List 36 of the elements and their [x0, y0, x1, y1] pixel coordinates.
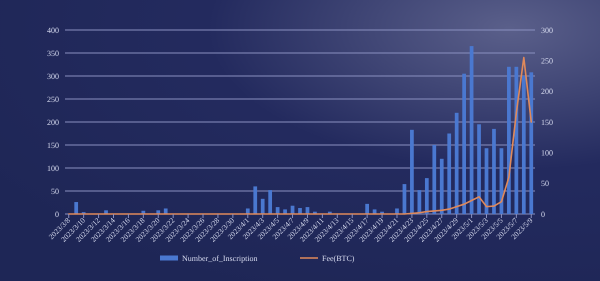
line-series: [68, 56, 532, 215]
bar: [253, 186, 258, 214]
y-tick-label: 100: [47, 164, 59, 173]
bar: [507, 66, 511, 214]
y-tick-label: 300: [47, 72, 59, 81]
bar: [454, 112, 459, 214]
y2-tick-label: 0: [541, 210, 545, 219]
y2-tick-label: 50: [541, 179, 549, 188]
y2-tick-label: 200: [541, 87, 553, 96]
bar: [432, 145, 436, 214]
bar: [424, 178, 429, 214]
legend-label: Number_of_Inscription: [182, 254, 258, 263]
legend-label: Fee(BTC): [322, 254, 355, 263]
bar: [402, 184, 406, 214]
bar: [440, 158, 444, 214]
bar: [470, 46, 474, 214]
y-tick-label: 350: [47, 48, 59, 58]
y-tick-label: 200: [47, 118, 59, 127]
bar: [492, 128, 496, 214]
y2-tick-label: 300: [541, 26, 553, 35]
bar: [477, 124, 481, 214]
bar: [268, 190, 272, 214]
bar: [447, 134, 452, 214]
y-tick-label: 0: [55, 210, 59, 219]
bar: [500, 148, 504, 214]
bar: [484, 148, 488, 214]
y-tick-label: 150: [47, 140, 59, 150]
bar: [462, 74, 466, 214]
bar: [410, 130, 414, 214]
bar: [522, 76, 526, 214]
y2-tick-label: 100: [541, 148, 553, 158]
y-tick-label: 250: [47, 94, 59, 104]
y2-tick-label: 150: [541, 118, 553, 127]
y-tick-label: 400: [47, 26, 59, 35]
y2-tick-label: 250: [541, 56, 553, 66]
y-tick-label: 50: [51, 186, 59, 196]
